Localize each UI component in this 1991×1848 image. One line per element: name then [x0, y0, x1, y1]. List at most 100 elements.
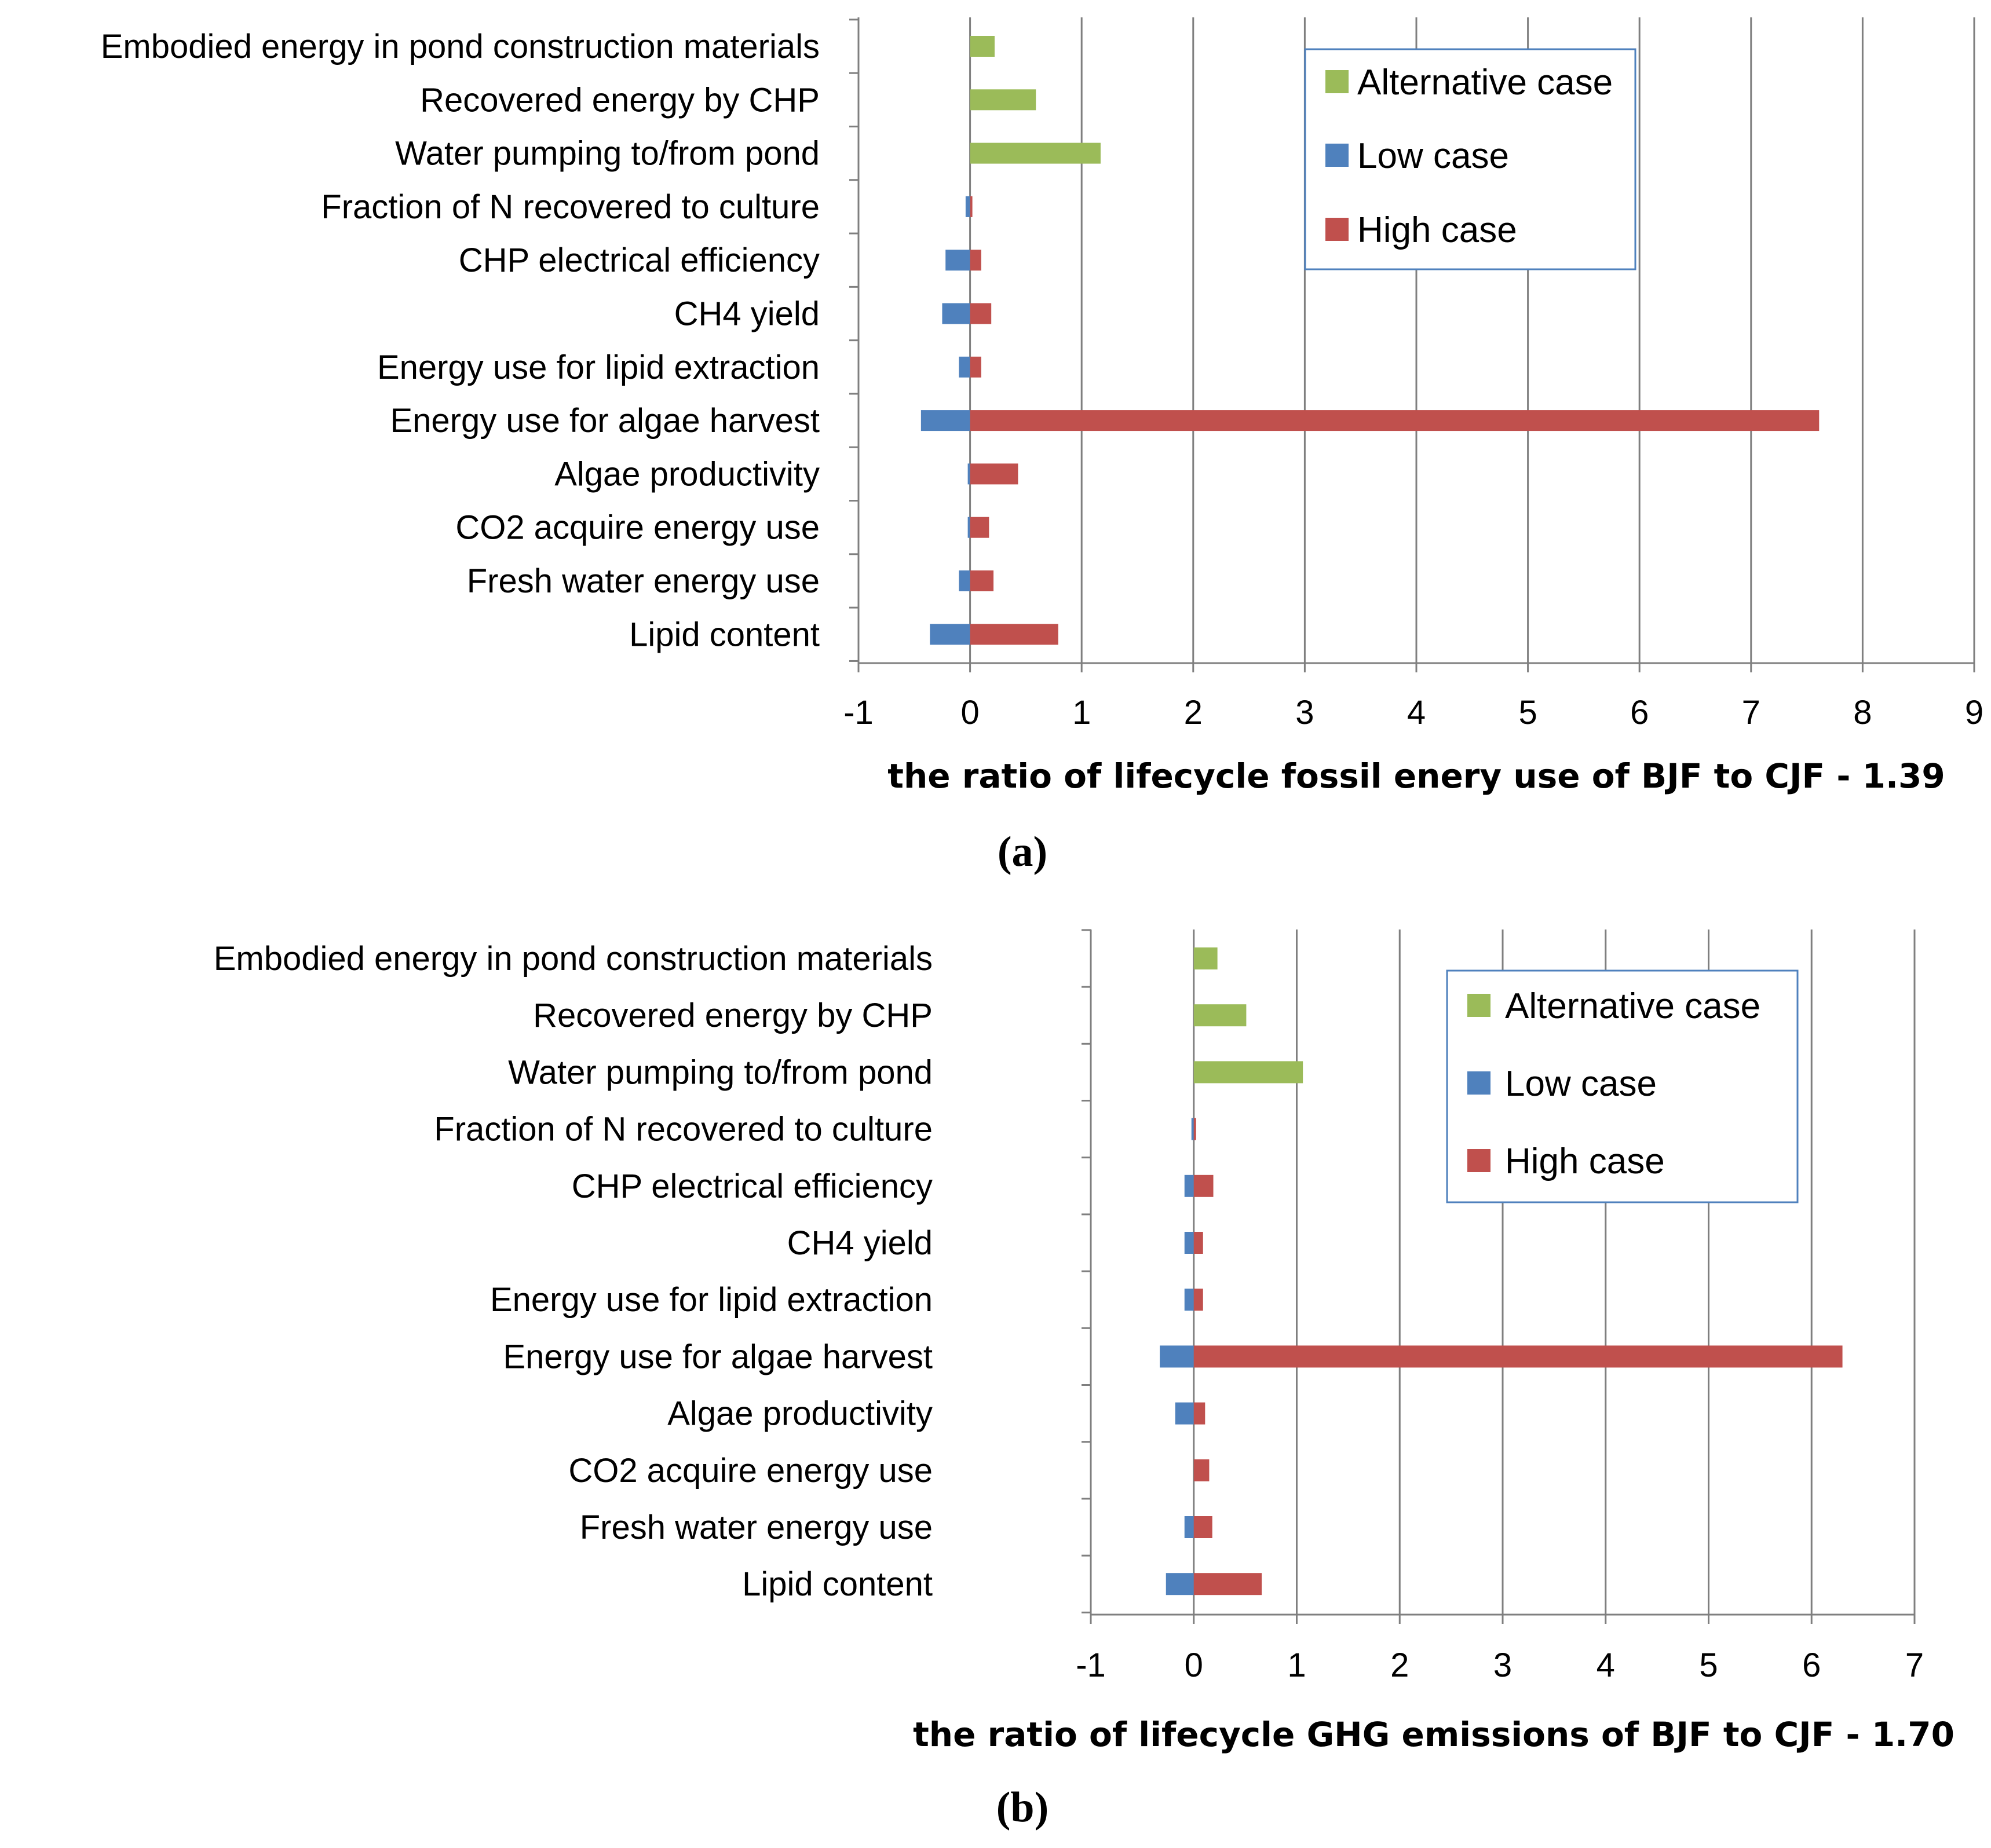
bar-high	[1193, 1289, 1203, 1311]
legend-box	[1446, 969, 1799, 1203]
bar-low	[930, 624, 970, 645]
x-tick-label: -1	[843, 694, 874, 731]
bar-high	[1193, 1402, 1205, 1425]
x-tick-label: 4	[1407, 694, 1426, 731]
bar-alternative	[970, 36, 995, 57]
panel-label: (a)	[998, 828, 1047, 876]
category-label: CO2 acquire energy use	[455, 509, 820, 547]
x-tick-label: 0	[1185, 1646, 1203, 1684]
bar-low	[1175, 1402, 1194, 1425]
bar-alternative	[970, 89, 1036, 111]
x-tick-label: 2	[1184, 694, 1203, 731]
bar-low	[967, 517, 970, 538]
bar-high	[970, 517, 989, 538]
bar-low	[1191, 1118, 1194, 1140]
bar-low	[967, 463, 970, 485]
bar-high	[970, 463, 1018, 485]
x-tick-label: 6	[1630, 694, 1649, 731]
legend-label: Alternative case	[1357, 63, 1613, 103]
x-tick-label: -1	[1076, 1646, 1106, 1684]
x-tick-label: 8	[1853, 694, 1872, 731]
category-label: Fraction of N recovered to culture	[434, 1111, 933, 1148]
legend-swatch-alternative	[1467, 994, 1490, 1017]
x-tick-label: 3	[1295, 694, 1314, 731]
x-tick-label: 6	[1802, 1646, 1821, 1684]
category-label: Fresh water energy use	[580, 1509, 933, 1546]
x-tick-label: 5	[1699, 1646, 1718, 1684]
bar-alternative	[1193, 947, 1218, 969]
category-label: Embodied energy in pond construction mat…	[101, 28, 820, 65]
legend-swatch-alternative	[1325, 70, 1349, 93]
bar-high	[970, 196, 973, 217]
x-axis-title: the ratio of lifecycle fossil enery use …	[887, 756, 1945, 796]
bar-high	[1193, 1573, 1262, 1595]
x-axis-title: the ratio of lifecycle GHG emissions of …	[913, 1715, 1955, 1754]
bar-high	[1193, 1459, 1210, 1481]
category-label: Energy use for lipid extraction	[490, 1281, 933, 1319]
bar-low	[1160, 1345, 1194, 1368]
legend-label: Alternative case	[1505, 986, 1760, 1026]
bar-alternative	[1193, 1061, 1303, 1084]
bar-high	[1193, 1174, 1214, 1197]
bar-high	[970, 356, 981, 378]
legend: Alternative case Low case High case	[1446, 969, 1799, 1203]
bar-low	[1184, 1174, 1194, 1197]
bar-low	[1184, 1289, 1194, 1311]
legend: Alternative case Low case High case	[1304, 48, 1636, 270]
category-label: Water pumping to/from pond	[395, 135, 820, 173]
bar-low	[1184, 1516, 1194, 1538]
bar-alternative	[1193, 1004, 1247, 1027]
bar-low	[942, 303, 970, 324]
bar-high	[1193, 1232, 1203, 1254]
legend-swatch-low	[1325, 144, 1349, 167]
category-label: Recovered energy by CHP	[420, 81, 820, 119]
legend-label: High case	[1505, 1141, 1665, 1181]
bar-low	[965, 196, 970, 217]
legend-label: High case	[1357, 210, 1517, 250]
x-tick-label: 5	[1518, 694, 1537, 731]
category-label: CHP electrical efficiency	[459, 241, 820, 279]
bar-low	[959, 570, 970, 591]
legend-swatch-low	[1467, 1071, 1490, 1095]
legend-label: Low case	[1505, 1064, 1657, 1104]
legend-label: Low case	[1357, 136, 1509, 176]
category-label: Embodied energy in pond construction mat…	[214, 940, 933, 978]
category-label: Energy use for algae harvest	[390, 402, 820, 440]
category-label: Water pumping to/from pond	[508, 1053, 933, 1091]
category-label: Recovered energy by CHP	[533, 997, 933, 1034]
x-tick-label: 1	[1287, 1646, 1306, 1684]
legend-swatch-high	[1467, 1149, 1490, 1172]
x-tick-label: 3	[1493, 1646, 1512, 1684]
x-tick-label: 7	[1742, 694, 1760, 731]
category-label: CHP electrical efficiency	[572, 1168, 933, 1205]
bar-high	[970, 303, 992, 324]
category-label: CH4 yield	[674, 295, 820, 333]
category-label: CH4 yield	[787, 1224, 933, 1262]
x-tick-label: 1	[1072, 694, 1091, 731]
category-label: Lipid content	[742, 1565, 933, 1603]
chart-panel-a: -1 0 1 2 3 4 5 6 7 8 9 Embodied energy in pond cons…	[101, 17, 1983, 876]
bar-alternative	[970, 142, 1101, 164]
bar-high	[1193, 1118, 1196, 1140]
category-label: Fresh water energy use	[467, 562, 820, 600]
category-label: Energy use for algae harvest	[503, 1338, 933, 1375]
bar-low	[1184, 1232, 1194, 1254]
x-tick-label: 4	[1597, 1646, 1615, 1684]
x-tick-label: 0	[960, 694, 979, 731]
category-label: Algae productivity	[667, 1395, 933, 1433]
x-tick-label: 7	[1905, 1646, 1924, 1684]
bar-low	[945, 250, 970, 271]
category-label: CO2 acquire energy use	[568, 1452, 933, 1490]
bar-low	[920, 410, 970, 431]
bar-low	[1166, 1573, 1194, 1595]
category-label: Algae productivity	[554, 455, 820, 493]
panel-label: (b)	[996, 1784, 1049, 1831]
chart-panel-b: -1 0 1 2 3 4 5 6 7 Embodied energy in pond constr…	[214, 929, 1955, 1831]
x-tick-label: 9	[1965, 694, 1983, 731]
x-tick-label: 2	[1390, 1646, 1409, 1684]
category-label: Lipid content	[629, 616, 820, 653]
bar-high	[1193, 1516, 1212, 1538]
category-label: Energy use for lipid extraction	[377, 349, 820, 386]
legend-swatch-high	[1325, 218, 1349, 241]
